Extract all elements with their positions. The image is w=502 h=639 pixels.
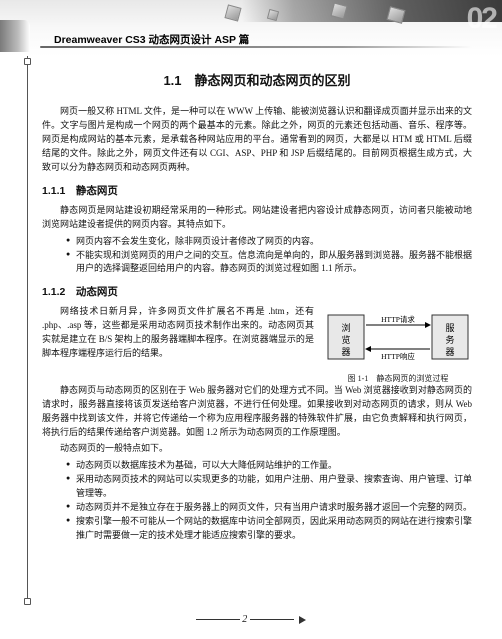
svg-text:览: 览: [341, 334, 350, 345]
server-label: 服: [445, 323, 454, 333]
list-item: 动态网页并不是独立存在于服务器上的网页文件，只有当用户请求时服务器才返回一个完整…: [66, 501, 472, 515]
page-content: 1.1 静态网页和动态网页的区别 网页一般又称 HTML 文件，是一种可以在 W…: [42, 60, 472, 601]
chapter-number: 02: [467, 2, 496, 36]
page-number-value: 2: [242, 614, 247, 625]
margin-ornament-icon: [24, 598, 31, 605]
page-number: 2: [0, 614, 502, 625]
subsection-heading: 1.1.1 静态网页: [42, 183, 472, 198]
margin-rule: [27, 56, 28, 601]
section-heading: 1.1 静态网页和动态网页的区别: [42, 70, 472, 89]
body-paragraph: 动态网页的一般特点如下。: [42, 442, 472, 456]
list-item: 动态网页以数据库技术为基础，可以大大降低网站维护的工作量。: [66, 459, 472, 473]
book-title: Dreamweaver CS3 动态网页设计 ASP 篇: [54, 32, 249, 47]
list-item: 采用动态网页技术的网站可以实现更多的功能，如用户注册、用户登录、搜索查询、用户管…: [66, 473, 472, 501]
list-item: 网页内容不会发生变化，除非网页设计者修改了网页的内容。: [66, 235, 472, 249]
bullet-list: 动态网页以数据库技术为基础，可以大大降低网站维护的工作量。 采用动态网页技术的网…: [66, 459, 472, 543]
swoosh-left-icon: [196, 615, 240, 625]
margin-ornament-icon: [24, 58, 31, 65]
http-flow-diagram: 浏 览 器 服 务 器 HTTP请求 HTTP响应: [324, 307, 472, 369]
arrow-label-response: HTTP响应: [381, 351, 415, 361]
header-left-edge: [0, 20, 30, 52]
arrow-label-request: HTTP请求: [381, 314, 415, 324]
svg-text:务: 务: [445, 334, 454, 345]
bullet-list: 网页内容不会发生变化，除非网页设计者修改了网页的内容。 不能实现和浏览网页的用户…: [66, 235, 472, 277]
deco-cube-icon: [224, 4, 241, 21]
body-paragraph: 静态网页与动态网页的区别在于 Web 服务器对它们的处理方式不同。当 Web 浏…: [42, 384, 472, 440]
figure-caption: 图 1-1 静态网页的浏览过程: [324, 373, 472, 384]
browser-label: 浏: [341, 322, 350, 333]
svg-text:器: 器: [445, 347, 454, 357]
intro-paragraph: 网页一般又称 HTML 文件，是一种可以在 WWW 上传输、能被浏览器认识和翻译…: [42, 105, 472, 175]
body-paragraph: 网络技术日新月异，许多网页文件扩展名不再是 .htm，还有 .php、.asp …: [42, 305, 314, 361]
header-underline: [40, 46, 472, 48]
list-item: 不能实现和浏览网页的用户之间的交互。信息流向是单向的，即从服务器到浏览器。服务器…: [66, 249, 472, 277]
swoosh-right-icon: [250, 615, 294, 625]
subsection-heading: 1.1.2 动态网页: [42, 284, 472, 299]
svg-text:器: 器: [341, 347, 350, 357]
figure-1-1: 浏 览 器 服 务 器 HTTP请求 HTTP响应 图 1-1 静态网页的浏览过…: [324, 307, 472, 384]
body-paragraph: 静态网页是网站建设初期经常采用的一种形式。网站建设者把内容设计成静态网页，访问者…: [42, 204, 472, 232]
list-item: 搜索引擎一般不可能从一个网站的数据库中访问全部网页，因此采用动态网页的网站在进行…: [66, 515, 472, 543]
triangle-right-icon: [299, 616, 306, 624]
header-band: [242, 0, 502, 22]
